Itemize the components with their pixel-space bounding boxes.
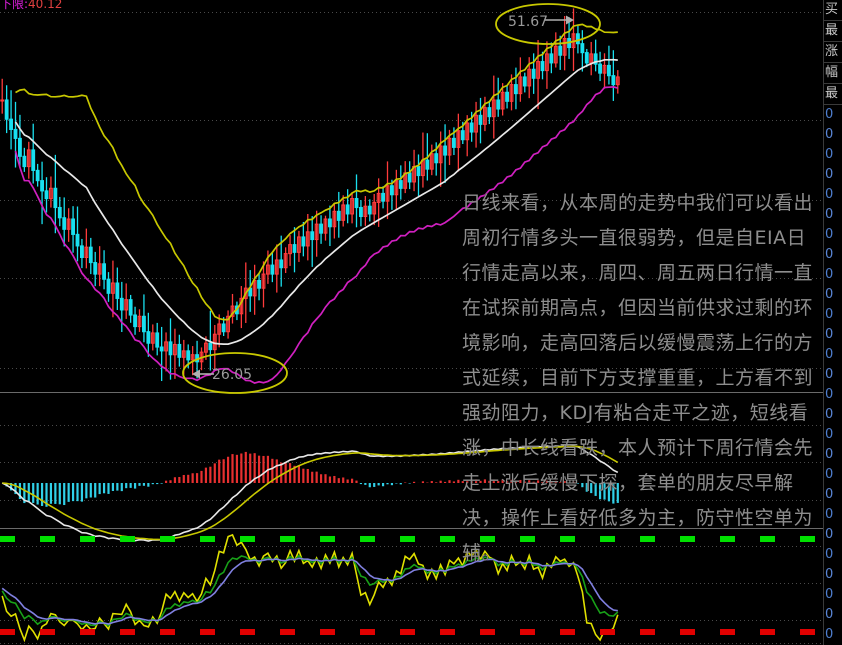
quote-cell-15[interactable]: 0 [825, 407, 834, 422]
ticker-label-text: 下限: [0, 0, 29, 11]
quote-cell-20[interactable]: 0 [825, 507, 834, 522]
quote-cell-21[interactable]: 0 [825, 527, 834, 542]
quote-header-4: 最 [824, 84, 842, 105]
quote-cell-12[interactable]: 0 [825, 347, 834, 362]
quote-header-2: 涨 [824, 42, 842, 63]
quote-cell-2[interactable]: 0 [825, 147, 834, 162]
quote-cell-14[interactable]: 0 [825, 387, 834, 402]
quote-cell-24[interactable]: 0 [825, 587, 834, 602]
quote-cell-11[interactable]: 0 [825, 327, 834, 342]
quote-sidebar[interactable]: 买最涨幅最00000000000000000000000000000 [823, 0, 842, 645]
quote-cell-22[interactable]: 0 [825, 547, 834, 562]
quote-cell-13[interactable]: 0 [825, 367, 834, 382]
resistance-price-label: 51.67 [508, 14, 549, 30]
quote-cell-1[interactable]: 0 [825, 127, 834, 142]
quote-cell-9[interactable]: 0 [825, 287, 834, 302]
quote-cell-19[interactable]: 0 [825, 487, 834, 502]
support-arrow-head [192, 369, 200, 379]
quote-cell-10[interactable]: 0 [825, 307, 834, 322]
quote-cell-7[interactable]: 0 [825, 247, 834, 262]
quote-cell-26[interactable]: 0 [825, 627, 834, 642]
resistance-arrow-head [566, 15, 574, 25]
quote-cell-16[interactable]: 0 [825, 427, 834, 442]
quote-cell-23[interactable]: 0 [825, 567, 834, 582]
quote-header-1: 最 [824, 21, 842, 42]
support-price-label: 26.05 [212, 367, 253, 383]
quote-cell-4[interactable]: 0 [825, 187, 834, 202]
quote-header-0: 买 [824, 0, 842, 21]
ticker-readout: 下限:40.12 [0, 0, 62, 12]
quote-cell-8[interactable]: 0 [825, 267, 834, 282]
quote-cell-5[interactable]: 0 [825, 207, 834, 222]
quote-cell-18[interactable]: 0 [825, 467, 834, 482]
quote-cell-6[interactable]: 0 [825, 227, 834, 242]
quote-cell-0[interactable]: 0 [825, 107, 834, 122]
quote-cell-3[interactable]: 0 [825, 167, 834, 182]
quote-header-3: 幅 [824, 63, 842, 84]
analysis-commentary-text: 日线来看，从本周的走势中我们可以看出周初行情多头一直很弱势，但是自EIA日行情走… [462, 192, 814, 564]
quote-cell-25[interactable]: 0 [825, 607, 834, 622]
quote-cell-17[interactable]: 0 [825, 447, 834, 462]
ticker-value-text: 40.12 [28, 0, 63, 11]
